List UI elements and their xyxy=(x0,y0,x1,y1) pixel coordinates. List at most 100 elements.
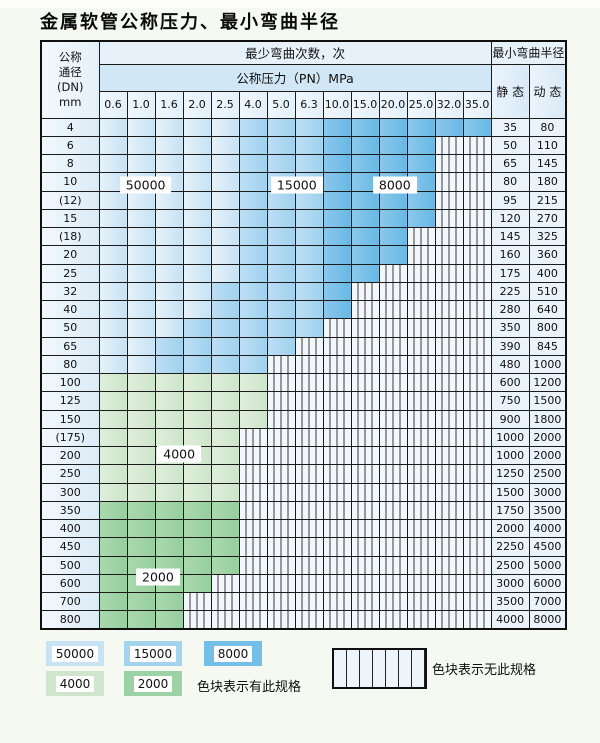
pressure-value-header: 4.0 xyxy=(238,90,268,119)
static-radius-value: 1500 xyxy=(490,482,530,502)
cycles-cell-50000 xyxy=(154,263,184,283)
no-spec-cell xyxy=(406,500,436,521)
no-spec-cell xyxy=(462,445,492,466)
no-spec-cell xyxy=(238,610,268,630)
cycles-cell-2000 xyxy=(98,500,128,521)
cycles-cell-15000 xyxy=(182,336,212,356)
cycles-cell-8000 xyxy=(378,117,408,137)
no-spec-cell xyxy=(294,518,324,539)
no-spec-cell xyxy=(406,482,436,502)
no-spec-cell xyxy=(350,537,380,557)
cycles-cell-50000 xyxy=(182,153,212,174)
cycles-cell-15000 xyxy=(238,117,268,137)
no-spec-cell xyxy=(378,537,408,557)
legend-swatch-15000: 15000 xyxy=(124,641,182,666)
cycles-cell-50000 xyxy=(182,117,212,137)
dynamic-radius-value: 2000 xyxy=(528,445,567,466)
cycles-cell-2000 xyxy=(210,537,240,557)
legend-swatch-label: 8000 xyxy=(213,645,253,662)
no-spec-cell xyxy=(350,591,380,612)
cycles-cell-4000 xyxy=(238,409,268,429)
dynamic-radius-value: 2000 xyxy=(528,427,567,448)
no-spec-cell xyxy=(434,555,464,575)
dn-label: 400 xyxy=(40,518,100,539)
dn-label: 8 xyxy=(40,153,100,174)
cycles-cell-4000 xyxy=(126,372,156,393)
no-spec-cell xyxy=(406,427,436,448)
cycles-cell-15000 xyxy=(266,245,296,265)
cycles-cell-2000 xyxy=(210,500,240,521)
no-spec-cell xyxy=(322,409,352,429)
no-spec-cell xyxy=(434,245,464,265)
no-spec-cell xyxy=(434,482,464,502)
no-spec-cell xyxy=(378,610,408,630)
no-spec-cell xyxy=(294,482,324,502)
no-spec-cell xyxy=(462,500,492,521)
no-spec-cell xyxy=(350,427,380,448)
table-row: 800 4000 8000 xyxy=(40,610,567,630)
cycles-cell-15000 xyxy=(154,336,184,356)
no-spec-cell xyxy=(350,464,380,484)
cycles-cell-2000 xyxy=(126,537,156,557)
cycles-cell-15000 xyxy=(266,208,296,229)
no-spec-cell xyxy=(462,537,492,557)
cycles-cell-50000 xyxy=(126,318,156,338)
pressure-value-header: 35.0 xyxy=(462,90,492,119)
cycles-cell-15000 xyxy=(154,354,184,375)
cycles-cell-8000 xyxy=(406,117,436,137)
dynamic-radius-value: 325 xyxy=(528,226,567,247)
cycles-cell-2000 xyxy=(98,591,128,612)
cycles-cell-15000 xyxy=(210,354,240,375)
cycles-cell-8000 xyxy=(350,135,380,156)
table-row: 80 480 1000 xyxy=(40,354,567,375)
dn-label: 250 xyxy=(40,464,100,484)
no-spec-cell xyxy=(434,172,464,192)
cycles-cell-50000 xyxy=(126,281,156,302)
static-radius-value: 1250 xyxy=(490,464,530,484)
cycles-cell-50000 xyxy=(210,226,240,247)
cycles-cell-50000 xyxy=(210,172,240,192)
spec-table-wrap: 公称 通径 (DN) mm 最少弯曲次数，次 最小弯曲半径 公称压力（PN）MPa 静… xyxy=(40,40,568,630)
no-spec-cell xyxy=(406,299,436,320)
no-spec-cell xyxy=(434,299,464,320)
no-spec-cell xyxy=(434,153,464,174)
cycles-cell-8000 xyxy=(322,299,352,320)
no-spec-cell xyxy=(266,518,296,539)
no-spec-cell xyxy=(266,537,296,557)
pressure-value-header: 15.0 xyxy=(350,90,380,119)
no-spec-cell xyxy=(462,153,492,174)
no-spec-cell xyxy=(462,208,492,229)
cycles-cell-4000 xyxy=(154,464,184,484)
static-radius-value: 900 xyxy=(490,409,530,429)
no-spec-cell xyxy=(378,372,408,393)
no-spec-cell xyxy=(462,299,492,320)
no-spec-cell xyxy=(462,263,492,283)
no-spec-legend-text: 色块表示无此规格 xyxy=(432,663,537,678)
table-row: 125 750 1500 xyxy=(40,391,567,411)
table-row: 300 1500 3000 xyxy=(40,482,567,502)
no-spec-cell xyxy=(294,372,324,393)
pressure-value-header: 25.0 xyxy=(406,90,436,119)
no-spec-cell xyxy=(350,336,380,356)
dn-label: 10 xyxy=(40,172,100,192)
no-spec-cell xyxy=(406,610,436,630)
no-spec-cell xyxy=(294,555,324,575)
no-spec-cell xyxy=(294,391,324,411)
no-spec-cell xyxy=(266,427,296,448)
cycles-cell-50000 xyxy=(126,153,156,174)
table-row: 40 280 640 xyxy=(40,299,567,320)
dynamic-radius-value: 5000 xyxy=(528,555,567,575)
no-spec-cell xyxy=(350,281,380,302)
cycles-cell-4000 xyxy=(210,427,240,448)
no-spec-cell xyxy=(406,391,436,411)
cycles-cell-15000 xyxy=(238,153,268,174)
cycles-cell-4000 xyxy=(126,482,156,502)
pressure-value-header: 20.0 xyxy=(378,90,408,119)
legend-swatch-4000: 4000 xyxy=(46,671,104,696)
cycles-cell-50000 xyxy=(210,190,240,210)
cycles-cell-50000 xyxy=(98,135,128,156)
cycles-cell-50000 xyxy=(98,318,128,338)
static-radius-value: 65 xyxy=(490,153,530,174)
no-spec-cell xyxy=(266,354,296,375)
